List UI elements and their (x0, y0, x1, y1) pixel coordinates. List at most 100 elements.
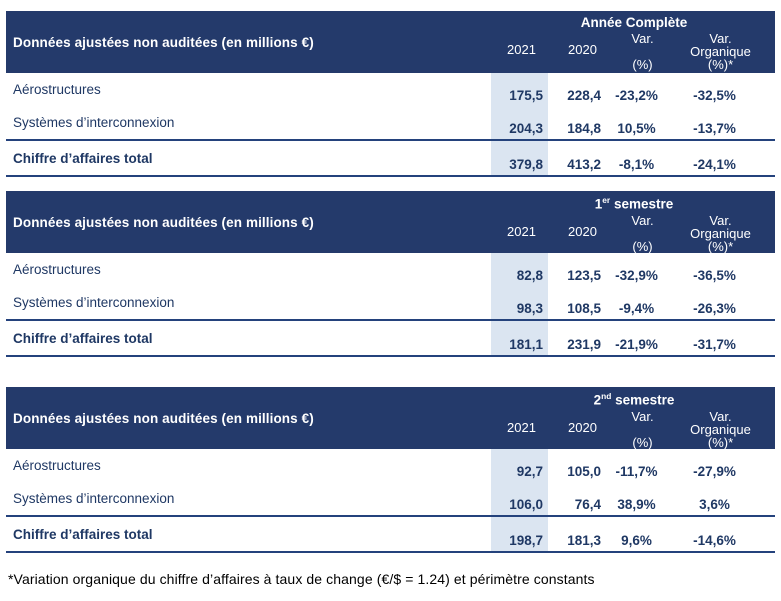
column-header-org-line2: Organique (690, 44, 751, 59)
value-var-pct: -9,4% (618, 301, 655, 316)
table-body: Aérostructures 92,7 105,0 -11,7% -27,9% … (6, 449, 775, 553)
value-var-organique-pct: -36,5% (693, 268, 736, 283)
value-2020: 123,5 (567, 268, 601, 283)
table-row-aerostructures: Aérostructures 92,7 105,0 -11,7% -27,9% (6, 449, 775, 482)
value-2021: 175,5 (509, 88, 543, 103)
divider-line (6, 319, 775, 321)
value-var-organique-pct: -27,9% (693, 464, 736, 479)
value-var-pct: 10,5% (617, 121, 656, 136)
value-2021: 106,0 (509, 497, 543, 512)
value-var-pct: -23,2% (615, 88, 658, 103)
column-header-var-line2: (%) (632, 57, 653, 72)
column-header-var-organique: Var. Organique (%)* (680, 30, 775, 76)
value-2020: 76,4 (574, 497, 601, 512)
value-2020: 108,5 (567, 301, 601, 316)
financial-table: Données ajustées non auditées (en millio… (6, 387, 775, 553)
value-2021: 198,7 (509, 533, 543, 548)
value-2021: 82,8 (516, 268, 543, 283)
column-header-org-line2: Organique (690, 225, 751, 241)
column-header-2021: 2021 (507, 419, 536, 435)
column-headers-row: 2021 2020 Var. (%) Var. Organique (%)* (493, 212, 775, 258)
column-header-org-line1: Var. (709, 408, 732, 424)
row-label: Aérostructures (13, 458, 101, 473)
period-superscript: nd (601, 391, 612, 401)
value-var-pct: -32,9% (615, 268, 658, 283)
value-var-organique-pct: -26,3% (693, 301, 736, 316)
tables-container: Données ajustées non auditées (en millio… (6, 11, 775, 553)
table-body: Aérostructures 175,5 228,4 -23,2% -32,5%… (6, 73, 775, 177)
period-superscript: er (602, 195, 611, 205)
financial-table: Données ajustées non auditées (en millio… (6, 191, 775, 357)
table-header-columns-area: 1er semestre 2021 2020 Var. (%) Var. Org… (493, 191, 775, 253)
row-label: Aérostructures (13, 82, 101, 97)
value-var-organique-pct: -14,6% (693, 533, 736, 548)
table-header-label: Données ajustées non auditées (en millio… (13, 214, 314, 230)
value-var-pct: -8,1% (618, 157, 655, 172)
period-title: Année Complète (493, 11, 775, 30)
table-header: Données ajustées non auditées (en millio… (6, 11, 775, 73)
divider-line (6, 355, 775, 357)
column-header-var-line2: (%) (632, 434, 653, 450)
value-2021: 204,3 (509, 121, 543, 136)
column-headers-row: 2021 2020 Var. (%) Var. Organique (%)* (493, 408, 775, 454)
table-header: Données ajustées non auditées (en millio… (6, 387, 775, 449)
column-header-var-line1: Var. (631, 31, 654, 46)
value-var-pct: -21,9% (615, 337, 658, 352)
row-label: Chiffre d’affaires total (13, 151, 153, 166)
column-header-2021: 2021 (507, 223, 536, 239)
value-2020: 184,8 (567, 121, 601, 136)
table-header: Données ajustées non auditées (en millio… (6, 191, 775, 253)
value-var-organique-pct: -24,1% (693, 157, 736, 172)
table-row-total: Chiffre d’affaires total 379,8 413,2 -8,… (6, 141, 775, 175)
column-header-var-pct: Var. (%) (615, 30, 680, 76)
table-header-columns-area: 2nd semestre 2021 2020 Var. (%) Var. Org… (493, 387, 775, 449)
row-label: Chiffre d’affaires total (13, 527, 153, 542)
row-label: Systèmes d’interconnexion (13, 295, 175, 310)
value-2021: 98,3 (516, 301, 543, 316)
value-2020: 413,2 (567, 157, 601, 172)
period-base: 1 (594, 196, 603, 212)
column-header-var-organique: Var. Organique (%)* (680, 212, 775, 258)
table-body: Aérostructures 82,8 123,5 -32,9% -36,5% … (6, 253, 775, 357)
column-header-org-line3: (%)* (707, 57, 734, 72)
table-header-label: Données ajustées non auditées (en millio… (13, 34, 314, 50)
row-label: Aérostructures (13, 262, 101, 277)
row-label: Systèmes d’interconnexion (13, 491, 175, 506)
value-var-pct: 38,9% (617, 497, 656, 512)
column-headers-row: 2021 2020 Var. (%) Var. Organique (%)* (493, 30, 775, 76)
value-2020: 105,0 (567, 464, 601, 479)
value-2020: 181,3 (567, 533, 601, 548)
value-2021: 379,8 (509, 157, 543, 172)
column-header-var-pct: Var. (%) (615, 212, 680, 258)
column-header-org-line3: (%)* (707, 434, 734, 450)
value-2020: 228,4 (567, 88, 601, 103)
column-header-var-line1: Var. (631, 212, 654, 228)
period-rest: semestre (610, 196, 674, 212)
table-row-aerostructures: Aérostructures 175,5 228,4 -23,2% -32,5% (6, 73, 775, 106)
value-var-pct: -11,7% (615, 464, 658, 479)
period-base: 2 (593, 392, 602, 408)
column-header-org-line2: Organique (690, 421, 751, 437)
table-row-systemes-interconnexion: Systèmes d’interconnexion 98,3 108,5 -9,… (6, 286, 775, 319)
period-rest: semestre (611, 392, 675, 408)
divider-line (6, 551, 775, 553)
column-header-var-pct: Var. (%) (615, 408, 680, 454)
row-label: Chiffre d’affaires total (13, 331, 153, 346)
column-header-var-line1: Var. (631, 408, 654, 424)
column-header-org-line1: Var. (709, 31, 732, 46)
table-row-aerostructures: Aérostructures 82,8 123,5 -32,9% -36,5% (6, 253, 775, 286)
row-label: Systèmes d’interconnexion (13, 115, 175, 130)
divider-line (6, 139, 775, 141)
divider-line (6, 175, 775, 177)
column-header-var-line2: (%) (632, 238, 653, 254)
table-header-label: Données ajustées non auditées (en millio… (13, 410, 314, 426)
column-header-org-line3: (%)* (707, 238, 734, 254)
column-header-2020: 2020 (568, 223, 597, 239)
period-base: Année Complète (580, 15, 688, 30)
period-title: 2nd semestre (493, 387, 775, 408)
column-header-2021: 2021 (507, 42, 536, 57)
table-row-systemes-interconnexion: Systèmes d’interconnexion 204,3 184,8 10… (6, 106, 775, 139)
value-2021: 181,1 (509, 337, 543, 352)
value-var-organique-pct: 3,6% (699, 497, 730, 512)
